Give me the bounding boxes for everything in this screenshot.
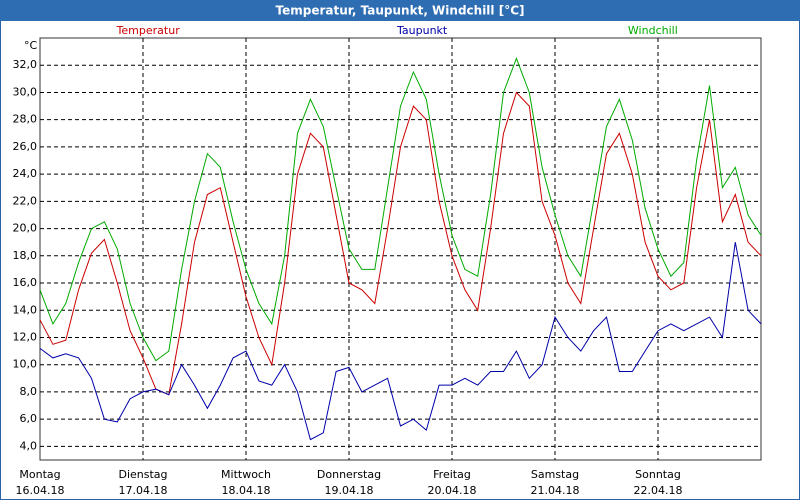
y-tick-label: 18,0	[13, 249, 38, 262]
x-tick-label: Sonntag	[635, 468, 681, 481]
y-tick-label: 8,0	[20, 385, 38, 398]
x-tick-label: Donnerstag	[317, 468, 381, 481]
series-line	[39, 242, 762, 441]
x-tick-label: Dienstag	[118, 468, 167, 481]
title-bar	[0, 0, 800, 21]
x-tick-date: 16.04.18	[16, 484, 65, 497]
legend-label: Temperatur	[116, 24, 181, 37]
y-tick-label: 6,0	[20, 412, 38, 425]
x-tick-date: 22.04.18	[634, 484, 683, 497]
x-tick-label: Mittwoch	[221, 468, 271, 481]
x-tick-label: Samstag	[531, 468, 579, 481]
y-tick-label: 22,0	[13, 194, 38, 207]
y-tick-label: 32,0	[13, 58, 38, 71]
x-tick-date: 18.04.18	[222, 484, 271, 497]
x-tick-label: Freitag	[433, 468, 471, 481]
legend-label: Taupunkt	[396, 24, 448, 37]
plot-frame	[39, 37, 762, 461]
y-tick-label: 10,0	[13, 358, 38, 371]
y-tick-label: 14,0	[13, 303, 38, 316]
chart-title: Temperatur, Taupunkt, Windchill [°C]	[276, 4, 525, 18]
y-tick-label: 16,0	[13, 276, 38, 289]
y-unit: °C	[24, 39, 38, 52]
x-tick-date: 20.04.18	[428, 484, 477, 497]
y-tick-label: 26,0	[13, 140, 38, 153]
y-tick-label: 20,0	[13, 222, 38, 235]
y-tick-label: 12,0	[13, 330, 38, 343]
x-tick-date: 19.04.18	[325, 484, 374, 497]
y-tick-label: 28,0	[13, 113, 38, 126]
x-tick-date: 21.04.18	[531, 484, 580, 497]
y-tick-label: 30,0	[13, 85, 38, 98]
y-tick-label: 4,0	[20, 439, 38, 452]
series-line	[39, 56, 762, 362]
x-tick-label: Montag	[19, 468, 60, 481]
legend-label: Windchill	[628, 24, 678, 37]
x-tick-date: 17.04.18	[119, 484, 168, 497]
y-tick-label: 24,0	[13, 167, 38, 180]
